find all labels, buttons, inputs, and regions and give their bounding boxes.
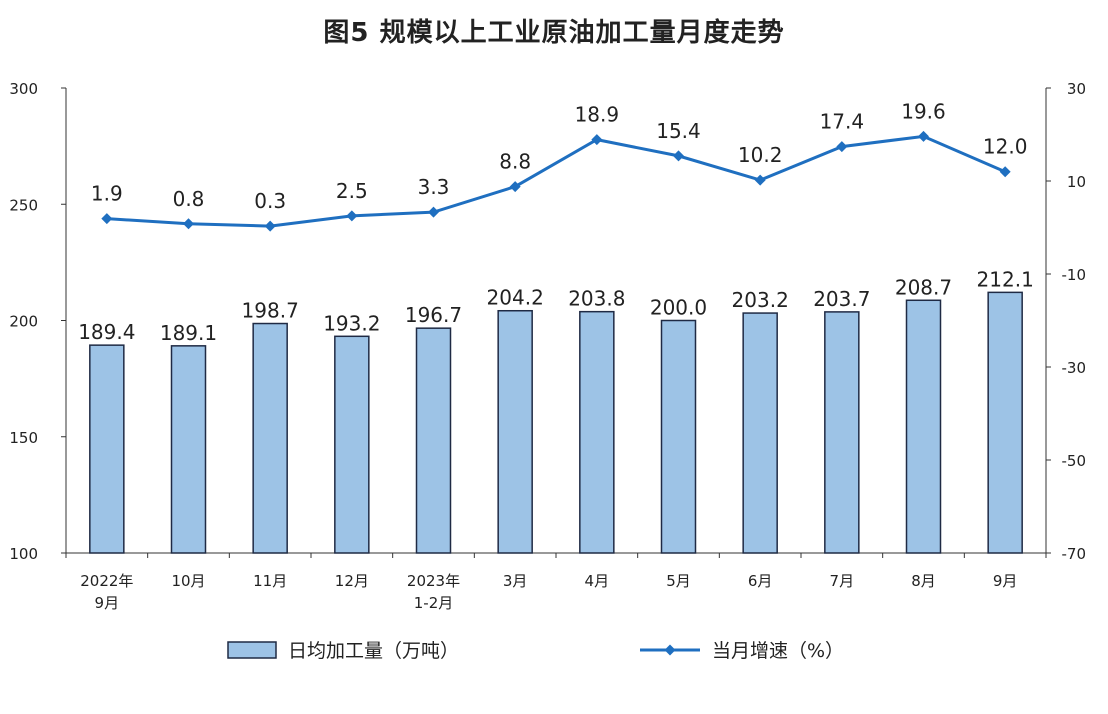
y-left-tick-label: 200 [9, 313, 38, 331]
x-tick-label: 1-2月 [414, 594, 454, 612]
line-marker [999, 166, 1011, 178]
bar [987, 291, 1023, 554]
line-value-label: 12.0 [983, 135, 1028, 159]
y-right-tick-label: -50 [1062, 452, 1087, 470]
bar [170, 345, 207, 554]
bar-value-labels: 189.4 189.1 198.7 193.2 196.7 204.2 203.8 200.0… [78, 267, 1034, 344]
x-tick-label: 8月 [911, 572, 936, 590]
bar-value-label: 189.1 [160, 321, 217, 345]
bar [660, 319, 697, 554]
legend-line-label: 当月增速（%） [712, 640, 844, 662]
x-tick-label: 10月 [171, 572, 205, 590]
bar-value-label: 208.7 [895, 275, 952, 299]
y-right-tick-label: 10 [1067, 173, 1086, 191]
axes: 100 150 200 250 300 -70 -50 -30 -10 10 30 [9, 80, 1086, 563]
x-tick-label: 6月 [748, 572, 773, 590]
line-value-label: 3.3 [418, 175, 450, 199]
x-tick-label: 4月 [585, 572, 610, 590]
legend-line-marker [664, 644, 676, 656]
y-right-tick-label: 30 [1067, 80, 1086, 98]
line-value-labels: 1.9 0.8 0.3 2.5 3.3 8.8 18.9 15.4 10.2 17.4 19.6 12… [91, 99, 1028, 213]
bar [742, 312, 778, 554]
chart-title: 图5 规模以上工业原油加工量月度走势 [323, 18, 785, 48]
line-marker [836, 141, 848, 153]
y-left-tick-label: 150 [9, 429, 38, 447]
bar [415, 327, 452, 554]
line-value-label: 18.9 [575, 103, 620, 127]
line-marker [264, 220, 276, 232]
y-right-tick-label: -30 [1062, 359, 1087, 377]
bar [89, 344, 125, 554]
y-left-tick-label: 300 [9, 80, 38, 98]
x-tick-label: 9月 [993, 572, 1018, 590]
bar-value-label: 200.0 [650, 296, 707, 320]
line-marker [754, 174, 766, 186]
bar-value-label: 203.2 [732, 288, 789, 312]
line-value-label: 2.5 [336, 179, 368, 203]
x-tick-label: 2023年 [407, 572, 460, 590]
bar [905, 299, 942, 554]
bar-value-label: 203.7 [813, 287, 870, 311]
x-tick-label: 12月 [335, 572, 369, 590]
x-tick-label: 5月 [666, 572, 691, 590]
bar-value-label: 193.2 [323, 311, 380, 335]
legend-bar-label: 日均加工量（万吨） [288, 640, 459, 662]
y-left-tick-label: 100 [9, 545, 38, 563]
line-marker [183, 218, 194, 230]
line-marker [346, 210, 358, 222]
bar [824, 311, 860, 554]
bar-value-label: 204.2 [487, 286, 544, 310]
y-right-tick-label: -10 [1062, 266, 1087, 284]
bar-value-label: 189.4 [78, 320, 135, 344]
line-value-label: 19.6 [901, 99, 946, 123]
line-value-label: 10.2 [738, 143, 783, 167]
bar-value-label: 212.1 [977, 267, 1034, 291]
bar [497, 309, 533, 554]
x-tick-label: 3月 [503, 572, 528, 590]
line-value-label: 1.9 [91, 182, 123, 206]
y-right-tick-label: -70 [1062, 545, 1087, 563]
y-left-tick-label: 250 [9, 196, 38, 214]
bar [334, 335, 370, 554]
line-value-label: 8.8 [499, 150, 531, 174]
line-marker [428, 206, 439, 218]
x-tick-label: 2022年 [80, 572, 133, 590]
bar-value-label: 203.8 [568, 287, 625, 311]
bar [252, 322, 288, 554]
bar-value-label: 196.7 [405, 303, 462, 327]
x-axis-labels: 2022年 9月 10月 11月 12月 2023年 1-2月 3月 4月 5月 6月 7月 8月 9月 [80, 572, 1017, 612]
legend: 日均加工量（万吨） 当月增速（%） [227, 640, 844, 662]
bar-series [89, 291, 1023, 554]
legend-bar-swatch [227, 641, 277, 659]
line-value-label: 0.8 [173, 187, 205, 211]
line-marker [918, 130, 929, 142]
x-tick-label: 7月 [830, 572, 855, 590]
line-series [101, 130, 1011, 232]
line-marker [591, 134, 603, 146]
growth-line [106, 134, 1006, 228]
line-value-label: 0.3 [254, 189, 286, 213]
line-value-label: 17.4 [820, 110, 865, 134]
line-value-label: 15.4 [656, 119, 701, 143]
bar-value-label: 198.7 [242, 299, 299, 323]
x-tick-label: 9月 [95, 594, 120, 612]
line-marker [673, 150, 684, 162]
x-tick-label: 11月 [253, 572, 287, 590]
line-marker [509, 181, 521, 193]
bar [579, 310, 615, 554]
line-marker [101, 213, 113, 225]
